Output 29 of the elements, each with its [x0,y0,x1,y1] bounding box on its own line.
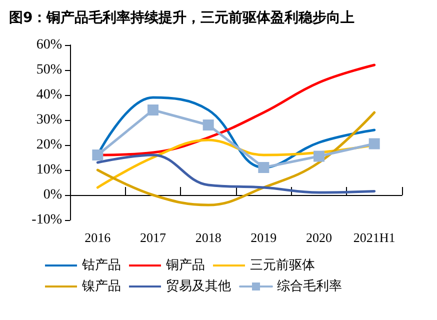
legend-label: 贸易及其他 [166,279,231,294]
point [202,120,214,130]
point [258,162,270,173]
chart-title: 图9：铜产品毛利率持续提升，三元前驱体盈利稳步向上 [9,9,355,26]
x-tick-label: 2016 [84,230,112,245]
legend-label: 三元前驱体 [250,258,315,273]
point [92,150,104,160]
point [148,104,158,116]
x-tick-label: 2018 [195,230,222,245]
y-tick-label: 60% [36,38,62,52]
y-tick-label: 40% [36,88,62,102]
legend-label: 钴产品 [81,258,121,273]
y-tick-label: 10% [36,162,62,178]
y-tick-label: 50% [36,62,62,78]
line-series [96,154,376,194]
y-tick-label: -10% [32,212,62,228]
legend-label: 镍产品 [81,279,121,294]
x-tick-label: 2019 [250,230,277,245]
point [368,138,380,150]
x-tick-label: 2021H1 [353,230,396,245]
x-tick-label: 2020 [306,230,332,245]
y-tick-label: 30% [36,112,62,128]
legend-label: 铜产品 [165,258,205,273]
y-tick-label: 20% [36,138,62,152]
legend-label: 综合毛利率 [277,278,342,294]
x-tick-label: 2017 [140,230,166,245]
line-series [96,111,376,206]
point [314,150,324,162]
y-tick-label: 0% [43,188,62,202]
